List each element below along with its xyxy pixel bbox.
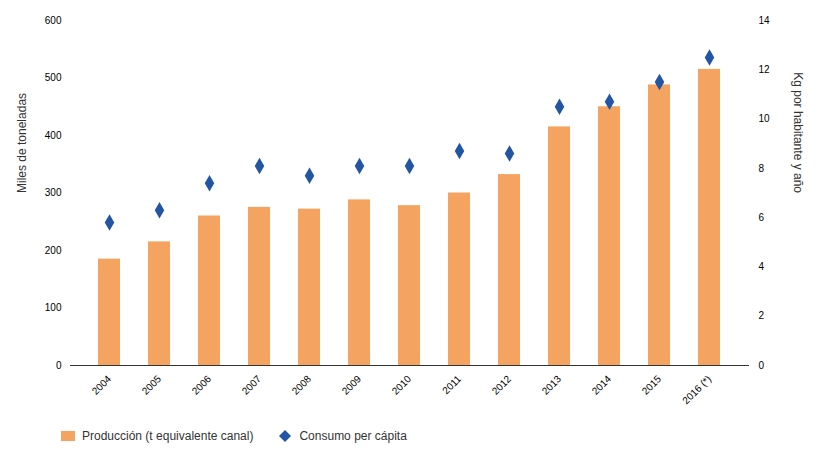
svg-text:10: 10 xyxy=(759,113,771,124)
svg-text:2010: 2010 xyxy=(390,373,414,397)
svg-text:8: 8 xyxy=(759,163,765,174)
svg-text:200: 200 xyxy=(45,245,62,256)
svg-text:2014: 2014 xyxy=(590,373,614,397)
svg-text:2007: 2007 xyxy=(240,373,264,397)
svg-text:14: 14 xyxy=(759,15,771,26)
svg-text:2009: 2009 xyxy=(340,373,364,397)
svg-text:2013: 2013 xyxy=(540,373,564,397)
svg-text:500: 500 xyxy=(45,72,62,83)
html-text:Producción (t equivalente cana: Producción (t equivalente canal) xyxy=(82,429,254,443)
svg-text:2008: 2008 xyxy=(290,373,314,397)
svg-text:4: 4 xyxy=(759,261,765,272)
svg-text:6: 6 xyxy=(759,212,765,223)
svg-text:Kg por habitante y año: Kg por habitante y año xyxy=(791,72,805,193)
svg-text:600: 600 xyxy=(45,15,62,26)
svg-text:Miles de toneladas: Miles de toneladas xyxy=(15,93,29,193)
svg-text:400: 400 xyxy=(45,130,62,141)
html-text:Consumo per cápita: Consumo per cápita xyxy=(299,429,407,443)
svg-text:12: 12 xyxy=(759,64,771,75)
svg-text:100: 100 xyxy=(45,302,62,313)
svg-text:2006: 2006 xyxy=(190,373,214,397)
svg-text:2016 (*): 2016 (*) xyxy=(680,373,713,406)
svg-text:0: 0 xyxy=(759,360,765,371)
svg-text:2015: 2015 xyxy=(640,373,664,397)
svg-text:2011: 2011 xyxy=(440,373,463,396)
svg-text:0: 0 xyxy=(56,360,62,371)
svg-text:2005: 2005 xyxy=(140,373,164,397)
svg-text:300: 300 xyxy=(45,187,62,198)
svg-text:2: 2 xyxy=(759,310,765,321)
svg-text:2012: 2012 xyxy=(490,373,514,397)
svg-text:2004: 2004 xyxy=(90,373,114,397)
